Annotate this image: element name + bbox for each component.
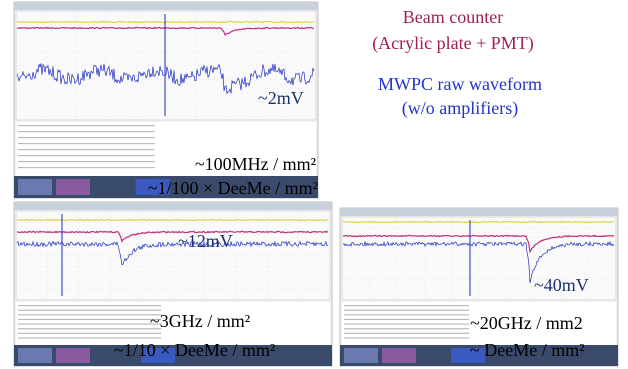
toolbar xyxy=(14,202,332,210)
table-row xyxy=(344,314,469,315)
table-row xyxy=(344,324,469,325)
table-row xyxy=(18,337,161,338)
table-row xyxy=(344,310,469,311)
slide: Beam counter (Acrylic plate + PMT) MWPC … xyxy=(0,0,628,369)
table-row xyxy=(18,131,155,132)
amplitude: ~12mV xyxy=(178,231,233,251)
mwpc-detail: (w/o amplifiers) xyxy=(402,98,518,119)
ratio: ~ DeeMe / mm² xyxy=(470,340,585,360)
table-row xyxy=(344,328,469,329)
rate: ~20GHz / mm2 xyxy=(470,313,583,333)
channel-box xyxy=(344,348,378,363)
toolbar xyxy=(340,208,618,216)
channel-box xyxy=(18,348,52,363)
channel-box xyxy=(56,348,90,363)
table-row xyxy=(344,337,469,338)
ratio: ~1/10 × DeeMe / mm² xyxy=(114,340,275,360)
table-row xyxy=(18,125,155,126)
table-row xyxy=(18,310,161,311)
table-row xyxy=(18,149,155,150)
table-row xyxy=(344,319,469,320)
table-row xyxy=(18,319,161,320)
table-row xyxy=(18,333,161,334)
ratio: ~1/100 × DeeMe / mm² xyxy=(148,178,318,198)
table-row xyxy=(18,167,155,168)
amplitude: ~40mV xyxy=(534,275,589,295)
trace xyxy=(343,222,614,223)
beam-counter-label: Beam counter xyxy=(403,7,503,27)
table-row xyxy=(18,305,161,306)
table-row xyxy=(18,161,155,162)
table-row xyxy=(344,333,469,334)
beam-counter-detail: (Acrylic plate + PMT) xyxy=(372,33,534,54)
channel-box xyxy=(56,179,90,195)
table-row xyxy=(18,143,155,144)
toolbar xyxy=(14,2,318,10)
table-row xyxy=(18,155,155,156)
mwpc-label: MWPC raw waveform xyxy=(378,74,542,94)
table-row xyxy=(18,137,155,138)
rate: ~100MHz / mm² xyxy=(195,154,316,174)
table-row xyxy=(18,314,161,315)
amplitude: ~2mV xyxy=(258,88,304,108)
table-row xyxy=(344,305,469,306)
channel-box xyxy=(382,348,416,363)
rate: ~3GHz / mm² xyxy=(150,311,250,331)
table-row xyxy=(18,324,161,325)
channel-box xyxy=(18,179,52,195)
table-row xyxy=(18,328,161,329)
